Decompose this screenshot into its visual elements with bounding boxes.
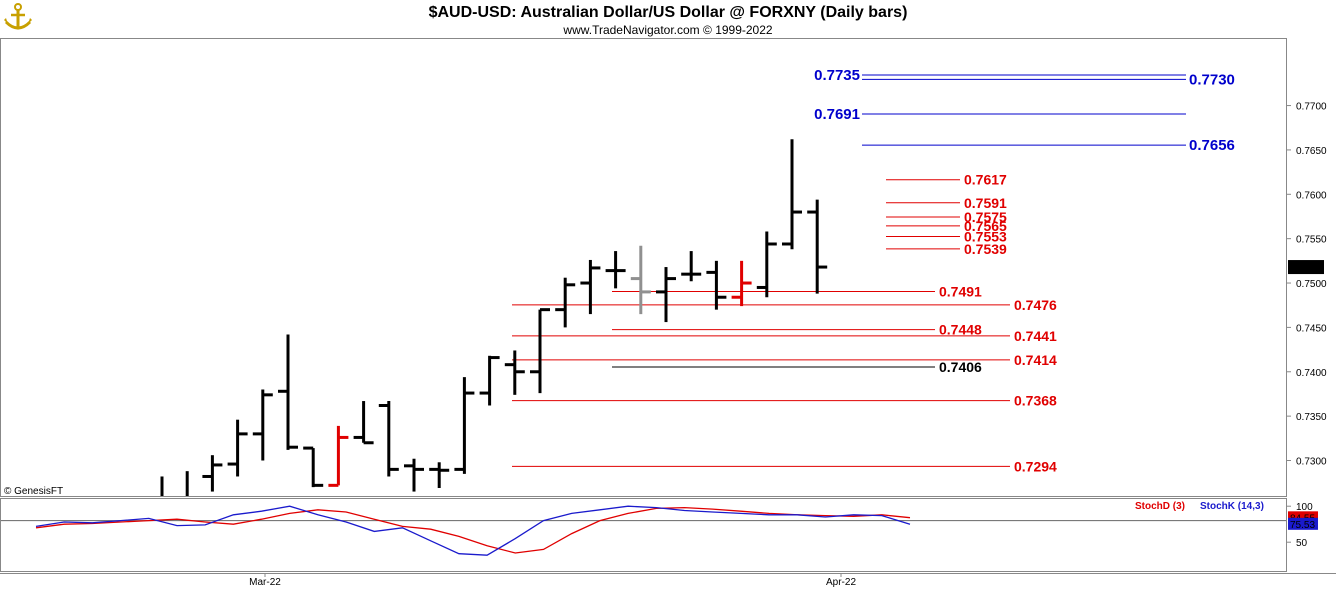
- stoch-tick-label: 50: [1296, 538, 1308, 549]
- level-0-7730: 0.7730: [862, 71, 1235, 88]
- stochastic-panel-frame: [0, 498, 1287, 572]
- level-0-7539: 0.7539: [886, 241, 1007, 257]
- levels-layer: 0.7735 0.77300.76910.76560.76170.75910.75…: [512, 67, 1235, 474]
- legend-stochk: StochK (14,3): [1200, 501, 1264, 512]
- price-bar: [630, 245, 651, 315]
- price-bar: [555, 277, 576, 328]
- level-label: 0.7591: [964, 195, 1007, 211]
- price-bar: [504, 350, 525, 395]
- stochastic-layer: 1005084.5575.53: [1, 502, 1318, 556]
- price-bar: [353, 401, 374, 445]
- price-bar: [252, 389, 273, 461]
- level-label: 0.7441: [1014, 328, 1057, 344]
- level-label: 0.7448: [939, 322, 982, 338]
- price-bars-layer: [160, 139, 828, 496]
- level-label: 0.7294: [1014, 458, 1057, 474]
- price-bar: [479, 355, 500, 406]
- price-tick-label: 0.7450: [1296, 323, 1327, 334]
- stoch-series-d: [35, 506, 911, 554]
- level-0-7691: 0.7691: [814, 106, 1186, 123]
- price-tick-label: 0.7300: [1296, 457, 1327, 468]
- time-axis: Mar-22 Apr-22: [249, 573, 856, 588]
- price-tick-label: 0.7600: [1296, 190, 1327, 201]
- level-label: 0.7414: [1014, 352, 1057, 368]
- level-label: 0.7565: [964, 218, 1007, 234]
- level-0-7476: 0.7476: [512, 297, 1057, 313]
- level-0-7591: 0.7591: [886, 195, 1007, 211]
- level-label: 0.7617: [964, 172, 1007, 188]
- price-bar: [454, 377, 475, 474]
- price-bar: [328, 425, 349, 487]
- time-tick-label: Apr-22: [826, 577, 856, 588]
- anchor-icon: [4, 3, 32, 30]
- level-label: 0.7735: [814, 67, 860, 84]
- last-price-badge: 0.7518: [1288, 260, 1324, 275]
- price-bar: [656, 267, 676, 323]
- level-label: 0.7656: [1189, 137, 1235, 154]
- price-bar: [756, 231, 777, 298]
- price-bar: [731, 260, 752, 307]
- level-0-7575: 0.7575: [886, 209, 1007, 225]
- level-label: 0.7691: [814, 106, 860, 123]
- level-0-7735: 0.7735: [814, 67, 1186, 84]
- price-tick-label: 0.7500: [1296, 279, 1327, 290]
- level-label: 0.7476: [1014, 297, 1057, 313]
- level-label: 0.7539: [964, 241, 1007, 257]
- price-bar: [580, 259, 601, 315]
- price-bar: [227, 419, 248, 477]
- level-0-7368: 0.7368: [512, 393, 1057, 409]
- level-0-7656: 0.7656: [862, 137, 1235, 154]
- level-0-7553: 0.7553: [886, 228, 1007, 244]
- level-0-7294: 0.7294: [512, 458, 1057, 474]
- price-tick-label: 0.7350: [1296, 412, 1327, 423]
- price-bar: [782, 139, 802, 250]
- level-label: 0.7368: [1014, 393, 1057, 409]
- svg-text:75.53: 75.53: [1290, 520, 1315, 531]
- level-0-7448: 0.7448: [612, 322, 982, 338]
- price-bar: [378, 401, 399, 477]
- price-bar: [303, 446, 324, 488]
- stoch-last-badge: 75.53: [1288, 517, 1318, 531]
- level-label: 0.7575: [964, 209, 1007, 225]
- price-tick-label: 0.7700: [1296, 102, 1327, 113]
- level-0-7617: 0.7617: [886, 172, 1007, 188]
- price-bar: [530, 308, 550, 394]
- price-bar: [681, 251, 702, 282]
- price-bar: [807, 199, 828, 294]
- level-label: 0.7491: [939, 284, 982, 300]
- legend-stochd: StochD (3): [1135, 501, 1185, 512]
- price-bar: [605, 251, 626, 289]
- price-bar: [202, 455, 223, 492]
- genesis-watermark: © GenesisFT: [4, 486, 63, 497]
- level-label: 0.7730: [1189, 71, 1235, 88]
- price-y-axis: 0.7700 0.7650 0.7600 0.7550 0.7500 0.7450 0.74…: [1286, 102, 1327, 468]
- stoch-series-k: [35, 505, 911, 556]
- price-tick-label: 0.7550: [1296, 235, 1327, 246]
- chart-subtitle: www.TradeNavigator.com © 1999-2022: [562, 23, 772, 37]
- price-bar: [706, 260, 727, 310]
- level-0-7414: 0.7414: [512, 352, 1057, 368]
- price-bar: [404, 458, 424, 492]
- last-price-label: 0.7518: [1290, 263, 1321, 274]
- price-bar: [429, 462, 450, 489]
- level-label: 0.7553: [964, 228, 1007, 244]
- level-0-7441: 0.7441: [512, 328, 1057, 344]
- price-panel-frame: [0, 38, 1287, 497]
- stoch-tick-label: 100: [1296, 502, 1313, 513]
- price-tick-label: 0.7650: [1296, 146, 1327, 157]
- chart-title: $AUD-USD: Australian Dollar/US Dollar @ …: [429, 4, 908, 21]
- time-tick-label: Mar-22: [249, 577, 281, 588]
- level-label: 0.7406: [939, 359, 982, 375]
- level-0-7565: 0.7565: [886, 218, 1007, 234]
- level-0-7406: 0.7406: [612, 359, 982, 375]
- price-bar: [278, 334, 298, 450]
- price-tick-label: 0.7400: [1296, 368, 1327, 379]
